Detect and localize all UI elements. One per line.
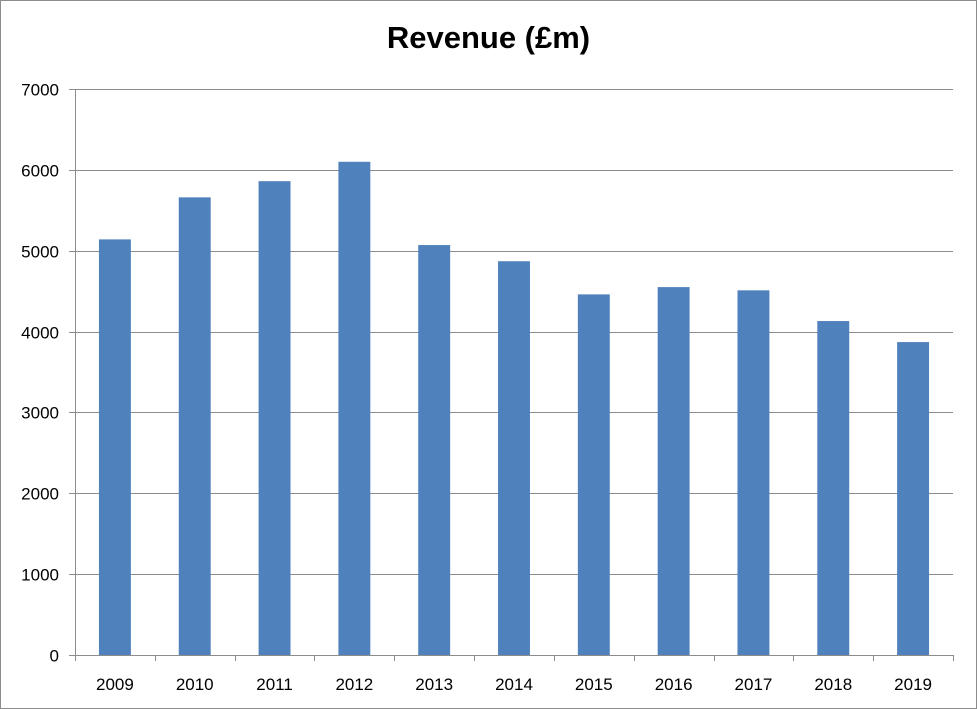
x-tick-label: 2010 (176, 675, 214, 694)
bar-2011 (258, 181, 291, 656)
y-tick-label: 2000 (21, 485, 59, 504)
bar-2012 (338, 161, 371, 655)
y-tick-label: 3000 (21, 404, 59, 423)
x-tick-label: 2014 (495, 675, 533, 694)
x-tick-label: 2011 (256, 675, 293, 694)
bars (98, 161, 930, 656)
x-tick-labels: 2009 2010 2011 2012 2013 2014 2015 2016 2017 2018… (96, 675, 932, 694)
bar-2018 (817, 321, 850, 655)
bar-2017 (737, 290, 770, 655)
y-tick-label: 7000 (21, 81, 59, 100)
x-tick-label: 2015 (575, 675, 613, 694)
axes (69, 89, 954, 661)
x-tick-label: 2016 (655, 675, 693, 694)
bar-2014 (498, 261, 530, 655)
x-tick-label: 2017 (735, 675, 773, 694)
x-tick-label: 2013 (415, 675, 453, 694)
x-tick-label: 2012 (335, 675, 373, 694)
chart-title: Revenue (£m) (386, 20, 591, 55)
bar-2013 (418, 245, 451, 655)
bar-2019 (897, 342, 930, 655)
x-tick-label: 2018 (814, 675, 852, 694)
bar-2016 (657, 287, 690, 655)
y-tick-label: 5000 (21, 243, 59, 262)
y-tick-label: 6000 (21, 162, 59, 181)
y-tick-label: 4000 (21, 324, 59, 343)
x-tick-label: 2019 (894, 675, 932, 694)
y-tick-labels: 0 1000 2000 3000 4000 5000 6000 7000 (21, 81, 59, 666)
bar-2009 (98, 239, 131, 655)
y-tick-label: 1000 (21, 566, 59, 585)
y-tick-label: 0 (50, 647, 59, 666)
x-tick-label: 2009 (96, 675, 134, 694)
bar-2010 (178, 197, 211, 655)
bar-2015 (577, 294, 610, 655)
